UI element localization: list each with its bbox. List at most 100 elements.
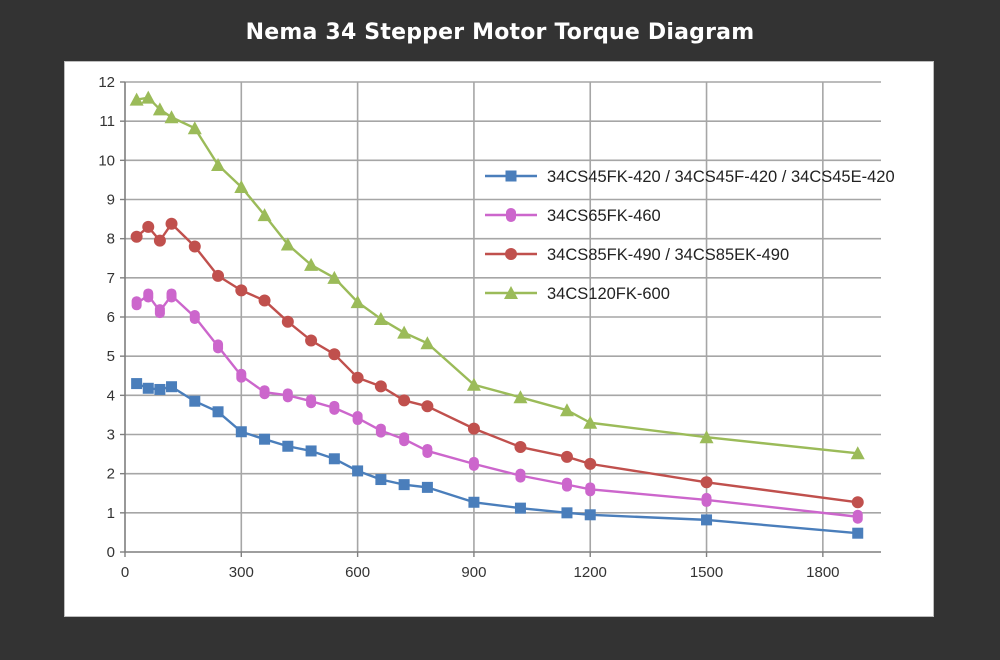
y-tick-label: 0 [107, 544, 115, 561]
data-point [852, 527, 864, 539]
data-point [561, 507, 573, 519]
data-point [329, 400, 340, 415]
data-point [188, 240, 201, 253]
x-tick-label: 1500 [690, 564, 723, 581]
data-point [236, 368, 247, 383]
data-point [281, 315, 294, 328]
data-point [304, 257, 319, 271]
series-4 [129, 90, 865, 460]
data-point [352, 411, 363, 426]
data-point [513, 390, 528, 404]
data-point [850, 446, 865, 460]
data-point [235, 284, 248, 297]
data-point [142, 382, 154, 394]
data-point [468, 496, 480, 508]
data-point [397, 325, 412, 339]
data-point [468, 456, 479, 471]
data-point [282, 388, 293, 403]
data-point [585, 482, 596, 497]
series-line [136, 96, 858, 455]
legend-marker [506, 208, 516, 222]
x-tick-label: 1800 [806, 564, 839, 581]
y-tick-label: 1 [107, 505, 115, 522]
data-point [420, 336, 435, 350]
y-tick-label: 6 [107, 309, 115, 326]
y-tick-label: 4 [107, 387, 115, 404]
legend-marker [505, 170, 517, 182]
legend-marker [504, 286, 518, 299]
data-point [282, 440, 294, 452]
page-title: Nema 34 Stepper Motor Torque Diagram [245, 20, 755, 45]
data-point [327, 270, 342, 284]
data-point [141, 90, 156, 104]
y-tick-label: 12 [98, 74, 115, 91]
data-point [560, 450, 573, 463]
legend-entry: 34CS85FK-490 / 34CS85EK-490 [485, 246, 789, 264]
data-point [584, 457, 597, 470]
data-point [561, 477, 572, 492]
data-point [350, 295, 365, 309]
data-point [166, 381, 178, 393]
y-tick-label: 7 [107, 270, 115, 287]
data-point [306, 394, 317, 409]
data-point [166, 288, 177, 303]
legend-label: 34CS85FK-490 / 34CS85EK-490 [547, 246, 789, 264]
data-point [583, 415, 598, 429]
data-point [700, 476, 713, 489]
data-point [234, 179, 249, 193]
chart-panel: 0 1 2 3 4 5 6 7 8 9 10 11 12 0 300 600 900 1200 1500 1800 34… [64, 61, 934, 617]
data-point [559, 403, 574, 417]
data-point [328, 348, 341, 361]
data-point [153, 234, 166, 247]
data-point [305, 445, 317, 457]
data-point [514, 441, 527, 454]
data-point [467, 422, 480, 435]
data-point [515, 468, 526, 483]
data-point [699, 430, 714, 444]
data-point [375, 423, 386, 438]
data-point [514, 502, 526, 514]
data-point [421, 400, 434, 413]
data-point [235, 426, 247, 438]
data-point [259, 433, 271, 445]
data-point [399, 432, 410, 447]
data-point [466, 377, 481, 391]
data-point [374, 380, 387, 393]
x-tick-label: 600 [345, 564, 370, 581]
series-line [136, 382, 858, 535]
data-point [352, 465, 364, 477]
legend-label: 34CS45FK-420 / 34CS45F-420 / 34CS45E-420 [547, 168, 895, 186]
data-point [258, 294, 271, 307]
x-tick-label: 0 [121, 564, 129, 581]
y-tick-label: 9 [107, 192, 115, 209]
data-point [701, 514, 713, 526]
data-point [129, 92, 144, 106]
data-point [421, 481, 433, 493]
series-line [135, 294, 858, 518]
data-point [422, 443, 433, 458]
legend-entry: 34CS45FK-420 / 34CS45F-420 / 34CS45E-420 [485, 168, 895, 186]
y-tick-label: 3 [107, 427, 115, 444]
data-point [851, 496, 864, 509]
data-point [143, 288, 154, 303]
data-point [213, 339, 224, 354]
data-point [351, 371, 364, 384]
data-point [189, 395, 201, 407]
data-point [131, 296, 142, 311]
data-point [375, 474, 387, 486]
data-point [280, 237, 295, 251]
legend-label: 34CS120FK-600 [547, 285, 670, 303]
data-point [154, 383, 166, 395]
data-point [373, 311, 388, 325]
data-point [142, 220, 155, 233]
data-point [701, 492, 712, 507]
data-point [165, 217, 178, 230]
y-tick-label: 8 [107, 231, 115, 248]
data-point [257, 208, 272, 222]
data-point [211, 158, 226, 172]
data-point [131, 378, 143, 390]
data-point [328, 453, 340, 465]
x-tick-label: 300 [229, 564, 254, 581]
series-3 [130, 217, 864, 509]
